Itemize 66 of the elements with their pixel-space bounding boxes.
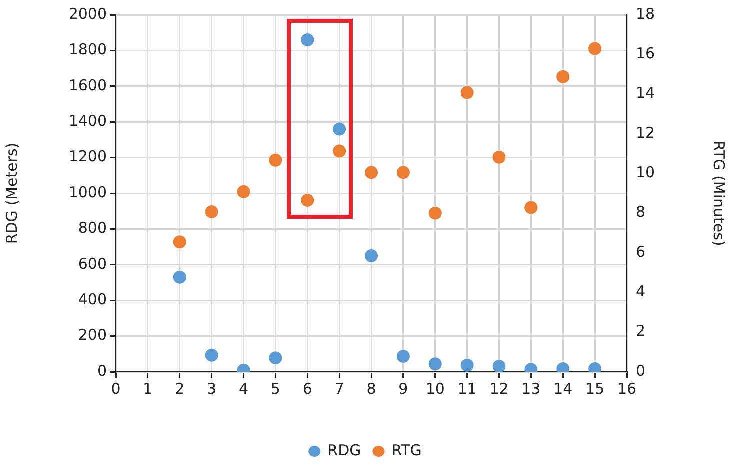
x-tick-label: 6 xyxy=(302,380,312,398)
point xyxy=(269,154,282,167)
point xyxy=(301,194,314,207)
x-tick-label: 2 xyxy=(175,380,185,398)
point xyxy=(460,358,474,372)
point xyxy=(237,185,250,198)
point xyxy=(524,201,538,214)
x-tick-label: 5 xyxy=(270,380,280,398)
point xyxy=(333,144,346,158)
x-tick-label: 0 xyxy=(111,380,121,398)
y-tick-label: 400 xyxy=(78,290,107,308)
y-tick-label: 1600 xyxy=(68,76,107,94)
point xyxy=(556,70,570,84)
point xyxy=(205,205,218,218)
y-tick-label: 200 xyxy=(78,326,107,344)
x-tick-label: 10 xyxy=(426,380,445,398)
y2-tick-label: 10 xyxy=(636,164,656,182)
x-tick-label: 4 xyxy=(238,380,249,398)
point xyxy=(365,166,378,180)
y-tick-label: 800 xyxy=(78,219,107,238)
point xyxy=(492,150,506,164)
point xyxy=(333,122,346,136)
point xyxy=(492,360,506,372)
y-axis-title: RDG (Meters) xyxy=(2,142,21,244)
point xyxy=(173,236,186,249)
x-tick-label: 11 xyxy=(458,380,477,398)
x-tick-label: 12 xyxy=(490,380,509,398)
y2-tick-label: 0 xyxy=(636,362,646,380)
point xyxy=(428,206,442,220)
y-tick-label: 0 xyxy=(97,362,107,380)
x-tick-label: 15 xyxy=(586,380,605,398)
point xyxy=(269,352,282,365)
point xyxy=(396,350,410,363)
y2-tick-label: 14 xyxy=(636,84,656,102)
legend-label: RTG xyxy=(392,441,422,460)
y-tick-label: 1200 xyxy=(68,148,107,166)
point xyxy=(428,358,442,371)
x-tick-label: 8 xyxy=(366,380,376,398)
point xyxy=(396,166,410,180)
point xyxy=(205,348,218,362)
x-tick-label: 3 xyxy=(207,380,217,398)
point xyxy=(588,42,602,56)
y-tick-label: 1400 xyxy=(68,112,107,130)
x-tick-label: 9 xyxy=(398,380,408,398)
y-tick-label: 1800 xyxy=(68,40,107,59)
x-tick-label: 7 xyxy=(334,380,344,398)
y2-tick-label: 4 xyxy=(636,282,646,301)
x-tick-label: 13 xyxy=(522,380,541,398)
y2-tick-label: 8 xyxy=(636,203,646,222)
y2-tick-label: 16 xyxy=(636,44,656,63)
y2-tick-label: 12 xyxy=(636,124,656,142)
y-tick-label: 2000 xyxy=(68,4,107,23)
y2-tick-label: 6 xyxy=(636,242,646,261)
y-tick-label: 1000 xyxy=(68,183,107,202)
point xyxy=(173,270,186,284)
y2-axis-title: RTG (Minutes) xyxy=(710,140,728,246)
y2-tick-label: 18 xyxy=(636,4,656,23)
point xyxy=(460,86,474,100)
point xyxy=(365,249,378,262)
legend-label: RDG xyxy=(328,441,362,460)
x-tick-label: 14 xyxy=(554,380,573,398)
y-tick-label: 600 xyxy=(78,254,107,273)
point xyxy=(301,33,314,46)
x-tick-label: 1 xyxy=(143,380,153,398)
x-tick-label: 16 xyxy=(617,380,637,398)
y2-tick-label: 2 xyxy=(636,322,646,340)
